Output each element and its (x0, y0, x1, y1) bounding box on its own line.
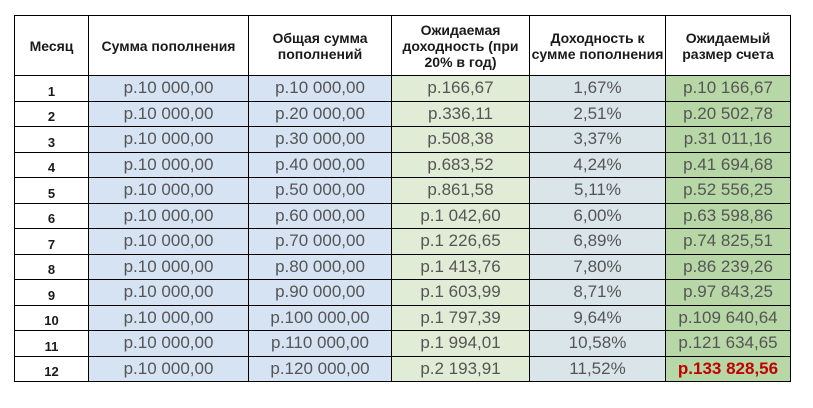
yield-percent-cell: 3,37% (529, 126, 666, 153)
table-row: 2 р.10 000,00 р.20 000,00 р.336,11 2,51% р.20… (14, 100, 791, 127)
total-deposits-cell: р.60 000,00 (248, 202, 392, 229)
expected-yield-cell: р.336,11 (391, 100, 530, 127)
expected-yield-cell: р.1 994,01 (391, 330, 530, 357)
savings-table-container: Месяц Сумма пополнения Общая сумма попол… (14, 15, 791, 382)
yield-percent-cell: 10,58% (529, 330, 666, 357)
deposit-cell: р.10 000,00 (88, 75, 249, 102)
yield-percent-cell: 11,52% (529, 355, 666, 382)
expected-yield-cell: р.1 413,76 (391, 253, 530, 280)
expected-yield-cell: р.683,52 (391, 151, 530, 178)
table-row: 7 р.10 000,00 р.70 000,00 р.1 226,65 6,89% р.… (14, 228, 791, 255)
table-row: 3 р.10 000,00 р.30 000,00 р.508,38 3,37% р.31… (14, 126, 791, 153)
header-deposit: Сумма пополнения (88, 15, 249, 76)
yield-percent-cell: 2,51% (529, 100, 666, 127)
yield-percent-cell: 5,11% (529, 177, 666, 204)
total-deposits-cell: р.50 000,00 (248, 177, 392, 204)
month-cell: 4 (14, 151, 89, 178)
expected-balance-cell: р.63 598,86 (665, 202, 791, 229)
yield-percent-cell: 6,00% (529, 202, 666, 229)
expected-balance-cell: р.41 694,68 (665, 151, 791, 178)
deposit-cell: р.10 000,00 (88, 228, 249, 255)
month-cell: 2 (14, 100, 89, 127)
header-month: Месяц (14, 15, 89, 76)
yield-percent-cell: 1,67% (529, 75, 666, 102)
table-row: 4 р.10 000,00 р.40 000,00 р.683,52 4,24% р.41… (14, 151, 791, 178)
total-deposits-cell: р.80 000,00 (248, 253, 392, 280)
header-row: Месяц Сумма пополнения Общая сумма попол… (14, 15, 791, 76)
yield-percent-cell: 8,71% (529, 279, 666, 306)
table-body: 1 р.10 000,00 р.10 000,00 р.166,67 1,67% р.10… (14, 75, 791, 382)
expected-balance-cell: р.10 166,67 (665, 75, 791, 102)
expected-yield-cell: р.861,58 (391, 177, 530, 204)
header-expected-yield: Ожидаемая доходность (при 20% в год) (391, 15, 530, 76)
deposit-cell: р.10 000,00 (88, 279, 249, 306)
expected-yield-cell: р.1 797,39 (391, 304, 530, 331)
total-deposits-cell: р.90 000,00 (248, 279, 392, 306)
month-cell: 10 (14, 304, 89, 331)
total-deposits-cell: р.20 000,00 (248, 100, 392, 127)
final-balance-cell: р.133 828,56 (665, 355, 791, 382)
savings-table: Месяц Сумма пополнения Общая сумма попол… (14, 15, 791, 382)
expected-yield-cell: р.1 603,99 (391, 279, 530, 306)
deposit-cell: р.10 000,00 (88, 330, 249, 357)
table-header: Месяц Сумма пополнения Общая сумма попол… (14, 15, 791, 76)
deposit-cell: р.10 000,00 (88, 355, 249, 382)
yield-percent-cell: 9,64% (529, 304, 666, 331)
yield-percent-cell: 6,89% (529, 228, 666, 255)
table-row: 12 р.10 000,00 р.120 000,00 р.2 193,91 11,52… (14, 355, 791, 382)
expected-yield-cell: р.2 193,91 (391, 355, 530, 382)
expected-yield-cell: р.166,67 (391, 75, 530, 102)
month-cell: 3 (14, 126, 89, 153)
header-yield-percent: Доходность к сумме пополнения (529, 15, 666, 76)
deposit-cell: р.10 000,00 (88, 100, 249, 127)
expected-balance-cell: р.86 239,26 (665, 253, 791, 280)
total-deposits-cell: р.110 000,00 (248, 330, 392, 357)
deposit-cell: р.10 000,00 (88, 253, 249, 280)
table-row: 8 р.10 000,00 р.80 000,00 р.1 413,76 7,80% р.… (14, 253, 791, 280)
expected-balance-cell: р.31 011,16 (665, 126, 791, 153)
deposit-cell: р.10 000,00 (88, 177, 249, 204)
header-total-deposits: Общая сумма пополнений (248, 15, 392, 76)
month-cell: 5 (14, 177, 89, 204)
expected-balance-cell: р.20 502,78 (665, 100, 791, 127)
yield-percent-cell: 4,24% (529, 151, 666, 178)
month-cell: 1 (14, 75, 89, 102)
total-deposits-cell: р.120 000,00 (248, 355, 392, 382)
month-cell: 9 (14, 279, 89, 306)
expected-yield-cell: р.1 226,65 (391, 228, 530, 255)
table-row: 10 р.10 000,00 р.100 000,00 р.1 797,39 9,64%… (14, 304, 791, 331)
expected-balance-cell: р.97 843,25 (665, 279, 791, 306)
total-deposits-cell: р.40 000,00 (248, 151, 392, 178)
total-deposits-cell: р.30 000,00 (248, 126, 392, 153)
expected-yield-cell: р.508,38 (391, 126, 530, 153)
yield-percent-cell: 7,80% (529, 253, 666, 280)
deposit-cell: р.10 000,00 (88, 151, 249, 178)
expected-balance-cell: р.121 634,65 (665, 330, 791, 357)
total-deposits-cell: р.100 000,00 (248, 304, 392, 331)
month-cell: 7 (14, 228, 89, 255)
table-row: 6 р.10 000,00 р.60 000,00 р.1 042,60 6,00% р.… (14, 202, 791, 229)
month-cell: 12 (14, 355, 89, 382)
expected-balance-cell: р.109 640,64 (665, 304, 791, 331)
total-deposits-cell: р.70 000,00 (248, 228, 392, 255)
expected-yield-cell: р.1 042,60 (391, 202, 530, 229)
table-row: 5 р.10 000,00 р.50 000,00 р.861,58 5,11% р.52… (14, 177, 791, 204)
table-row: 11 р.10 000,00 р.110 000,00 р.1 994,01 10,58… (14, 330, 791, 357)
deposit-cell: р.10 000,00 (88, 202, 249, 229)
expected-balance-cell: р.52 556,25 (665, 177, 791, 204)
total-deposits-cell: р.10 000,00 (248, 75, 392, 102)
deposit-cell: р.10 000,00 (88, 126, 249, 153)
month-cell: 11 (14, 330, 89, 357)
deposit-cell: р.10 000,00 (88, 304, 249, 331)
month-cell: 8 (14, 253, 89, 280)
table-row: 9 р.10 000,00 р.90 000,00 р.1 603,99 8,71% р.… (14, 279, 791, 306)
table-row: 1 р.10 000,00 р.10 000,00 р.166,67 1,67% р.10… (14, 75, 791, 102)
month-cell: 6 (14, 202, 89, 229)
expected-balance-cell: р.74 825,51 (665, 228, 791, 255)
header-expected-balance: Ожидаемый размер счета (665, 15, 791, 76)
